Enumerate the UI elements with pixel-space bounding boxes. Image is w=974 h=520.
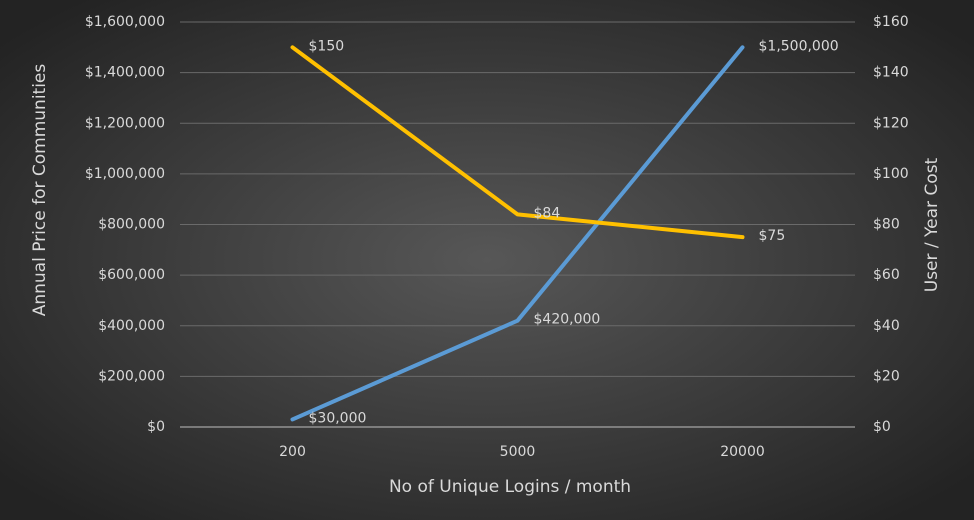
- y-tick-label: $1,400,000: [85, 65, 165, 81]
- y2-tick-label: $120: [873, 115, 909, 131]
- y2-axis-title: User / Year Cost: [922, 157, 942, 292]
- y2-tick-label: $40: [873, 318, 900, 334]
- y2-tick-label: $80: [873, 217, 900, 233]
- x-tick-label: 200: [279, 444, 306, 460]
- series-line: [290, 45, 745, 422]
- y2-tick-label: $160: [873, 14, 909, 30]
- y-tick-label: $1,200,000: [85, 115, 165, 131]
- data-label: $420,000: [534, 312, 601, 328]
- x-tick-label: 20000: [720, 444, 765, 460]
- y2-tick-label: $140: [873, 65, 909, 81]
- y2-tick-label: $20: [873, 368, 900, 384]
- y-tick-label: $200,000: [98, 368, 165, 384]
- y-tick-label: $600,000: [98, 267, 165, 283]
- data-label: $1,500,000: [759, 38, 839, 54]
- y-tick-label: $1,600,000: [85, 14, 165, 30]
- y-tick-label: $0: [147, 419, 165, 435]
- y-axis-title: Annual Price for Communities: [30, 64, 50, 317]
- y-tick-label: $800,000: [98, 217, 165, 233]
- y2-tick-label: $100: [873, 166, 909, 182]
- data-label: $150: [309, 38, 345, 54]
- y2-tick-label: $0: [873, 419, 891, 435]
- x-axis-title: No of Unique Logins / month: [389, 477, 631, 497]
- y2-tick-label: $60: [873, 267, 900, 283]
- data-label: $84: [534, 205, 561, 221]
- data-label: $30,000: [309, 410, 367, 426]
- y-tick-label: $1,000,000: [85, 166, 165, 182]
- series-line: [290, 45, 745, 240]
- y-tick-label: $400,000: [98, 318, 165, 334]
- data-label: $75: [759, 228, 786, 244]
- x-tick-label: 5000: [500, 444, 536, 460]
